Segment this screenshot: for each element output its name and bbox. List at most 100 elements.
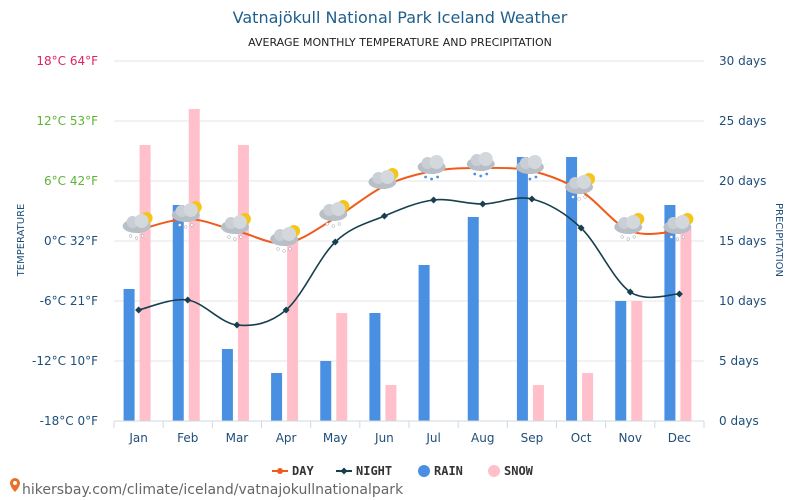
cloud-shape [577, 175, 592, 189]
legend-marker [340, 467, 348, 475]
snow-cloud-icon [614, 213, 645, 241]
x-tick-label: Nov [619, 431, 642, 445]
legend-item-night[interactable]: NIGHT [336, 464, 392, 478]
cloud-shape [134, 214, 149, 228]
precip-drop [681, 235, 686, 239]
snow-cloud-icon [171, 201, 202, 229]
legend-item-day[interactable]: DAY [272, 464, 314, 478]
cloud-shape [232, 215, 247, 229]
legend-label: SNOW [504, 464, 534, 478]
night-point [626, 288, 634, 296]
x-tick-label: May [323, 431, 348, 445]
legend-label: RAIN [434, 464, 463, 478]
snow-bar [385, 385, 397, 421]
legend-item-snow[interactable]: SNOW [488, 464, 534, 478]
y-right-tick-label: 30 days [719, 54, 766, 68]
cloud-shape [429, 155, 444, 169]
cloud-shape [282, 227, 297, 241]
x-tick-label: Jun [374, 431, 394, 445]
night-point [233, 321, 241, 329]
x-tick-label: Jan [128, 431, 148, 445]
precip-drop [436, 175, 439, 179]
cloud-shape [675, 215, 690, 229]
rain-bar [271, 373, 283, 421]
rain-bar [418, 265, 430, 421]
y-right-tick-label: 25 days [719, 114, 766, 128]
precip-drop [239, 235, 243, 239]
precip-drop [485, 172, 489, 176]
precip-drop [577, 197, 581, 201]
snow-cloud-icon [663, 213, 694, 241]
precip-drop [424, 175, 427, 179]
precip-drop [528, 177, 532, 181]
precip-drop [134, 236, 139, 240]
precip-drop [632, 235, 636, 239]
weather-icons [122, 152, 694, 253]
cloud-shape [478, 152, 493, 166]
night-point [135, 306, 143, 314]
precip-drop [233, 237, 237, 241]
night-point [380, 212, 388, 220]
y-left-label: TEMPERATURE [16, 204, 27, 278]
legend: DAY NIGHT RAIN SNOW [272, 464, 534, 478]
precip-drop [227, 235, 231, 239]
precip-drop [190, 223, 194, 227]
night-point [184, 296, 192, 304]
night-point [675, 290, 683, 298]
rain-bar [172, 205, 184, 421]
precip-drop [571, 195, 575, 199]
precip-drop [184, 225, 188, 229]
cloud-shape [527, 155, 542, 169]
night-point [282, 306, 290, 314]
night-point [577, 224, 585, 232]
rain-bar [369, 313, 381, 421]
precip-drop [620, 235, 624, 239]
rain-cloud-icon [466, 152, 495, 178]
legend-label: DAY [292, 464, 314, 478]
precip-drop [140, 234, 145, 238]
precip-drop [534, 175, 538, 179]
legend-item-rain[interactable]: RAIN [418, 464, 463, 478]
y-left-tick-label: 0°C 32°F [44, 234, 98, 248]
snow-bar [139, 145, 151, 421]
precip-drop [276, 247, 280, 251]
y-left-tick-label: -18°C 0°F [40, 414, 98, 428]
snow-cloud-icon [565, 173, 596, 201]
rain-bar [615, 301, 627, 421]
rain-cloud-icon [417, 155, 446, 181]
night-point [430, 196, 438, 204]
legend-label: NIGHT [356, 464, 392, 478]
x-tick-label: Apr [276, 431, 297, 445]
precip-drop [626, 237, 630, 241]
precip-drop [337, 222, 341, 226]
precip-drop [430, 177, 433, 181]
rain-bar [467, 217, 479, 421]
snow-cloud-icon [270, 225, 301, 253]
x-tick-label: Sep [521, 431, 544, 445]
y-right-tick-label: 20 days [719, 174, 766, 188]
y-left-tick-label: -6°C 21°F [40, 294, 98, 308]
y-left-tick-label: 12°C 53°F [36, 114, 98, 128]
precip-drop [669, 235, 674, 239]
night-point [331, 238, 339, 246]
y-right-tick-label: 10 days [719, 294, 766, 308]
source-url[interactable]: hikersbay.com/climate/iceland/vatnajokul… [22, 482, 404, 498]
x-tick-label: Aug [471, 431, 494, 445]
snow-bar [336, 313, 348, 421]
snow-bar [188, 109, 200, 421]
legend-marker [277, 468, 283, 474]
precip-drop [282, 249, 286, 253]
x-tick-label: Oct [571, 431, 592, 445]
y-left-tick-label: 6°C 42°F [44, 174, 98, 188]
rain-bar [123, 289, 135, 421]
partly-cloudy-icon [368, 168, 399, 189]
cloud-shape [331, 202, 346, 216]
y-left-tick-label: 18°C 64°F [36, 54, 98, 68]
x-tick-label: Feb [177, 431, 198, 445]
source-link[interactable]: hikersbay.com/climate/iceland/vatnajokul… [10, 478, 404, 498]
night-point [479, 200, 487, 208]
rain-bar [664, 205, 676, 421]
snow-cloud-icon [319, 200, 350, 228]
